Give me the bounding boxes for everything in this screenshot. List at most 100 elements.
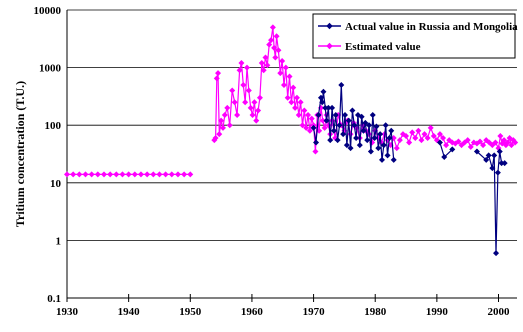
data-point [345, 117, 352, 124]
x-tick-label: 1950 [179, 306, 202, 318]
data-point [174, 171, 181, 178]
data-point [501, 160, 508, 167]
y-tick-label: 1 [56, 235, 62, 247]
data-point [236, 67, 243, 74]
data-point [156, 171, 163, 178]
data-point [269, 24, 276, 31]
data-point [496, 148, 503, 155]
data-point [498, 160, 505, 167]
legend-swatch-marker [326, 22, 333, 30]
data-point [253, 117, 260, 124]
data-point [455, 138, 462, 145]
data-point [427, 124, 434, 131]
data-point [501, 137, 508, 144]
grid-layer [67, 9, 517, 241]
data-point [418, 137, 425, 144]
data-point [325, 104, 332, 111]
data-point [288, 99, 295, 106]
data-point [82, 171, 89, 178]
data-point [338, 81, 345, 88]
x-tick-label: 1940 [118, 306, 141, 318]
data-point [371, 134, 378, 141]
data-point [320, 88, 327, 95]
data-point [317, 94, 324, 101]
data-point [493, 250, 500, 257]
data-point [266, 41, 273, 48]
data-point [271, 44, 278, 51]
data-point [249, 112, 256, 119]
data-point [213, 75, 220, 82]
data-point [485, 152, 492, 159]
data-point [440, 134, 447, 141]
data-point [334, 137, 341, 144]
data-point [340, 131, 347, 138]
data-point [215, 70, 222, 77]
data-point [295, 112, 302, 119]
data-point [282, 64, 289, 71]
x-tick-label: 1930 [56, 306, 79, 318]
data-point [150, 171, 157, 178]
data-point [349, 107, 356, 114]
data-point [441, 154, 448, 161]
data-point [362, 119, 369, 126]
data-point [356, 142, 363, 149]
data-point [260, 67, 267, 74]
data-point [292, 104, 299, 111]
y-tick-label: 1000 [39, 63, 62, 75]
data-point [144, 171, 151, 178]
data-point [76, 171, 83, 178]
data-point [234, 112, 241, 119]
data-point [367, 148, 374, 155]
data-point [286, 73, 293, 80]
x-tick-label: 1980 [364, 306, 387, 318]
data-point [229, 87, 236, 94]
data-point [219, 124, 226, 131]
data-point [264, 62, 271, 69]
data-point [94, 171, 101, 178]
data-point [353, 134, 360, 141]
data-point [332, 112, 339, 119]
data-point [245, 87, 252, 94]
data-point [424, 134, 431, 141]
data-point [216, 131, 223, 138]
data-point [343, 142, 350, 149]
data-point [303, 124, 310, 131]
data-point [181, 171, 188, 178]
data-point [308, 115, 315, 122]
data-point [491, 152, 498, 159]
data-point [382, 122, 389, 129]
data-point [268, 37, 275, 44]
y-tick-label: 10 [50, 178, 62, 190]
y-tick-label: 100 [45, 120, 62, 132]
data-point [64, 171, 70, 178]
data-point [415, 127, 422, 134]
data-point [373, 123, 380, 130]
data-point [443, 142, 450, 149]
data-point [377, 131, 384, 138]
data-point [238, 60, 245, 67]
data-point [258, 60, 265, 67]
data-point [226, 122, 233, 129]
data-point [277, 70, 284, 77]
data-point [430, 132, 437, 139]
data-point [321, 124, 328, 131]
data-point [494, 169, 501, 176]
data-point [323, 117, 330, 124]
data-point [187, 171, 194, 178]
data-point [330, 127, 337, 134]
data-point [396, 137, 403, 144]
data-point [390, 156, 397, 163]
data-point [131, 171, 138, 178]
series-layer [64, 24, 519, 257]
data-point [412, 134, 419, 141]
data-point [319, 117, 326, 124]
data-point [380, 142, 387, 149]
data-point [388, 127, 395, 134]
data-point [231, 99, 238, 106]
data-point [162, 171, 169, 178]
data-point [342, 112, 349, 119]
data-point [88, 171, 95, 178]
data-point [329, 104, 336, 111]
data-point [467, 143, 474, 150]
